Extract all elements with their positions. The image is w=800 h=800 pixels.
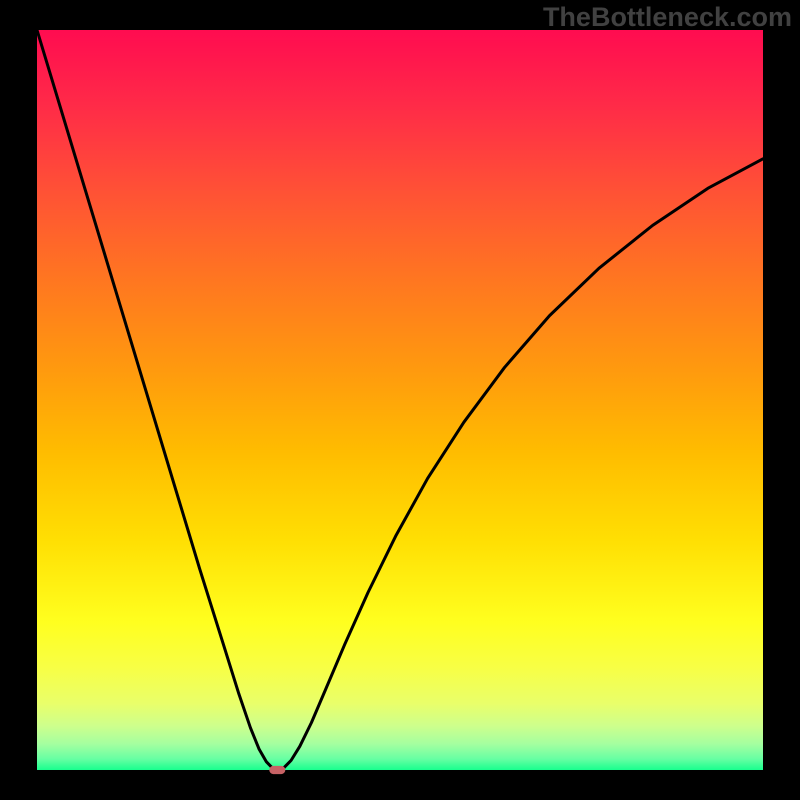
optimal-point-marker (269, 766, 285, 774)
curve-layer (37, 30, 763, 770)
plot-area (37, 30, 763, 770)
chart-container: TheBottleneck.com (0, 0, 800, 800)
bottleneck-curve (37, 30, 763, 770)
watermark-text: TheBottleneck.com (543, 2, 792, 33)
